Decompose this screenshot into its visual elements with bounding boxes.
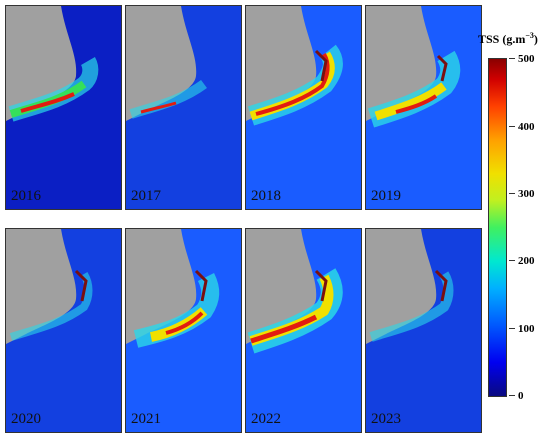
colorbar-tick-label: 500: [518, 53, 535, 65]
year-label: 2018: [251, 188, 281, 204]
colorbar-tick: [509, 395, 515, 396]
tss-map-2023: [366, 229, 481, 432]
year-label: 2021: [131, 411, 161, 427]
tss-map-2020: [6, 229, 121, 432]
map-panel-2017: 2017: [125, 5, 242, 210]
colorbar-title-main: TSS (g.m: [478, 32, 526, 46]
colorbar-tick-label: 100: [518, 323, 535, 335]
tss-map-2022: [246, 229, 361, 432]
tss-map-2018: [246, 6, 361, 209]
colorbar-tick-label: 0: [518, 390, 524, 402]
colorbar-tick-label: 300: [518, 188, 535, 200]
colorbar-tick: [509, 58, 515, 59]
tss-map-2019: [366, 6, 481, 209]
year-label: 2022: [251, 411, 281, 427]
colorbar-title-end: ): [533, 32, 538, 46]
map-panel-2019: 2019: [365, 5, 482, 210]
colorbar-title: TSS (g.m−3): [478, 31, 538, 47]
colorbar-tick-label: 200: [518, 255, 535, 267]
year-label: 2019: [371, 188, 401, 204]
map-panel-2022: 2022: [245, 228, 362, 433]
tss-map-2021: [126, 229, 241, 432]
year-label: 2017: [131, 188, 161, 204]
map-panel-2023: 2023: [365, 228, 482, 433]
colorbar-tick: [509, 126, 515, 127]
map-panel-2018: 2018: [245, 5, 362, 210]
tss-map-2016: [6, 6, 121, 209]
tss-map-2017: [126, 6, 241, 209]
colorbar-gradient: [488, 58, 507, 397]
colorbar-tick-label: 400: [518, 121, 535, 133]
colorbar-tick: [509, 193, 515, 194]
colorbar-tick: [509, 328, 515, 329]
colorbar-title-exp: −3: [525, 31, 534, 40]
colorbar-tick: [509, 260, 515, 261]
map-panel-2016: 2016: [5, 5, 122, 210]
map-panel-2021: 2021: [125, 228, 242, 433]
map-panel-2020: 2020: [5, 228, 122, 433]
year-label: 2020: [11, 411, 41, 427]
year-label: 2023: [371, 411, 401, 427]
year-label: 2016: [11, 188, 41, 204]
